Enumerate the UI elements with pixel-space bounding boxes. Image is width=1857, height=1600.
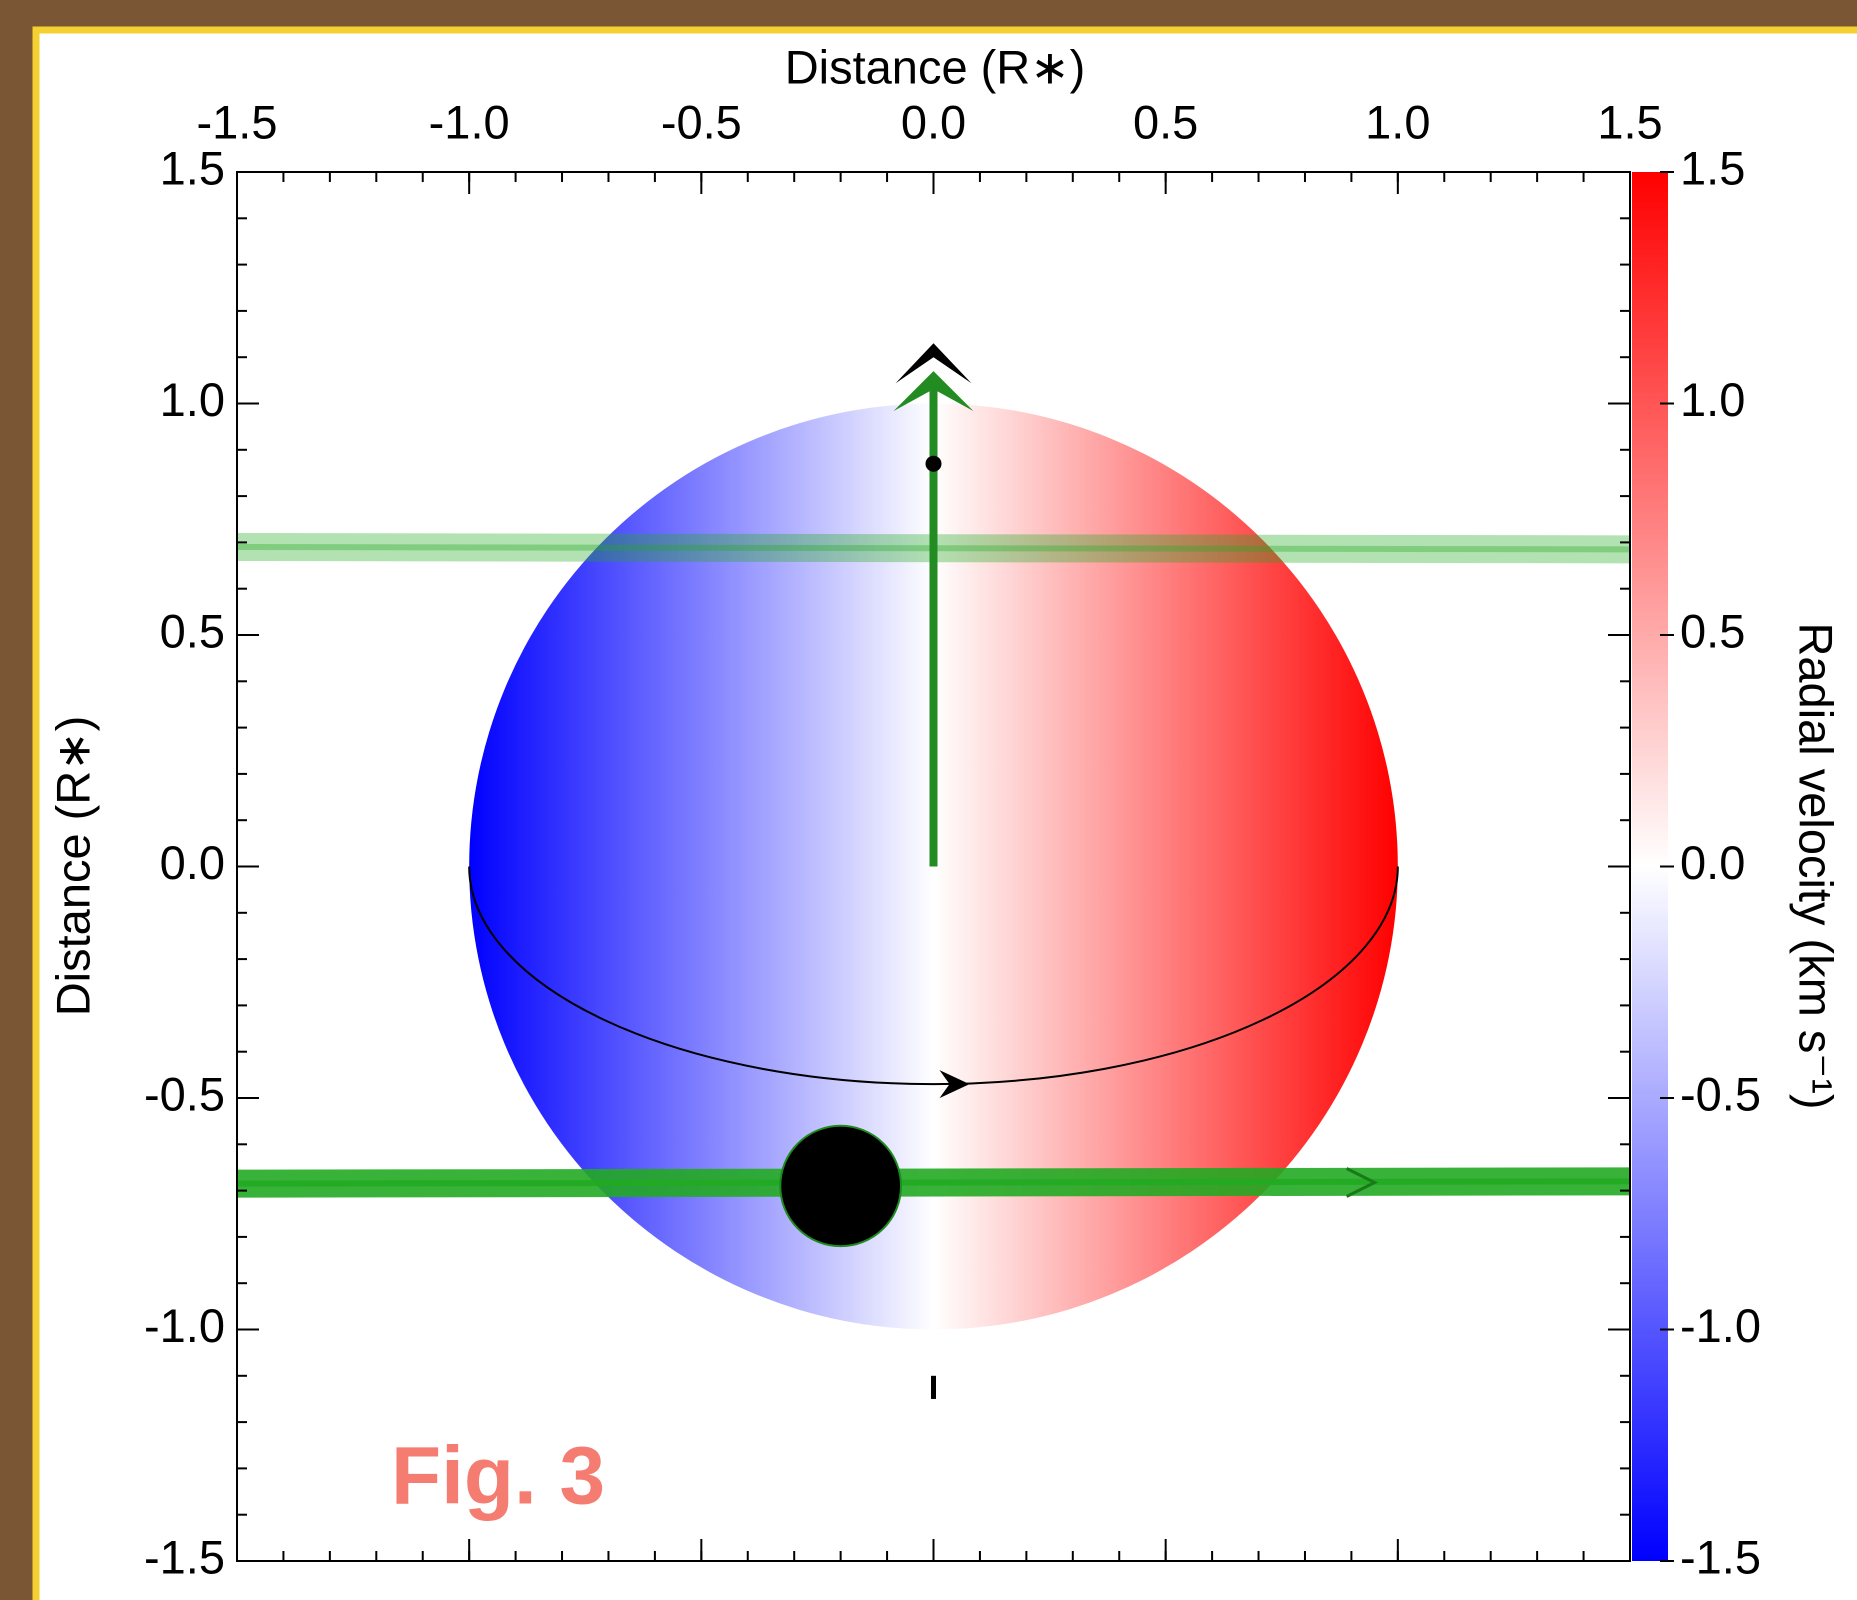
y-tick-label: -1.5 — [144, 1530, 225, 1583]
equator-arrow — [939, 1070, 970, 1099]
x-tick-label: -1.0 — [429, 95, 510, 148]
pole-dot — [925, 455, 942, 472]
x-axis-label: Distance (R∗) — [785, 40, 1086, 93]
y-tick-label: -0.5 — [144, 1067, 225, 1120]
chord-centerline — [237, 1178, 1630, 1187]
colorbar-tick-label: 1.0 — [1680, 373, 1745, 426]
y-axis-label: Distance (R∗) — [46, 716, 99, 1017]
spin-axis-tip — [895, 343, 972, 384]
y-tick-label: 1.5 — [160, 141, 225, 194]
colorbar-tick-label: -1.5 — [1680, 1530, 1761, 1583]
y-tick-label: 0.5 — [160, 604, 225, 657]
colorbar-label: Radial velocity (km s⁻¹) — [1790, 622, 1843, 1109]
orbit-normal-tip — [893, 371, 974, 412]
figure-label: Fig. 3 — [391, 1431, 605, 1522]
colorbar-tick-label: 0.0 — [1680, 836, 1745, 889]
colorbar-tick-label: 1.5 — [1680, 141, 1745, 194]
x-tick-label: 1.5 — [1597, 95, 1662, 148]
x-tick-label: 1.0 — [1365, 95, 1430, 148]
y-tick-label: 0.0 — [160, 836, 225, 889]
chord-arrow — [1345, 1167, 1378, 1198]
x-tick-label: -1.5 — [197, 95, 278, 148]
colorbar-tick-label: -0.5 — [1680, 1067, 1761, 1120]
colorbar-tick-label: 0.5 — [1680, 604, 1745, 657]
stellar-equator — [468, 866, 1399, 1085]
planet — [779, 1124, 902, 1248]
y-tick-label: 1.0 — [160, 373, 225, 426]
y-tick-label: -1.0 — [144, 1299, 225, 1352]
colorbar-tick-label: -1.0 — [1680, 1299, 1761, 1352]
plot-area — [237, 343, 1630, 1399]
x-tick-label: -0.5 — [661, 95, 742, 148]
x-tick-label: 0.5 — [1133, 95, 1198, 148]
x-tick-label: 0.0 — [901, 95, 966, 148]
